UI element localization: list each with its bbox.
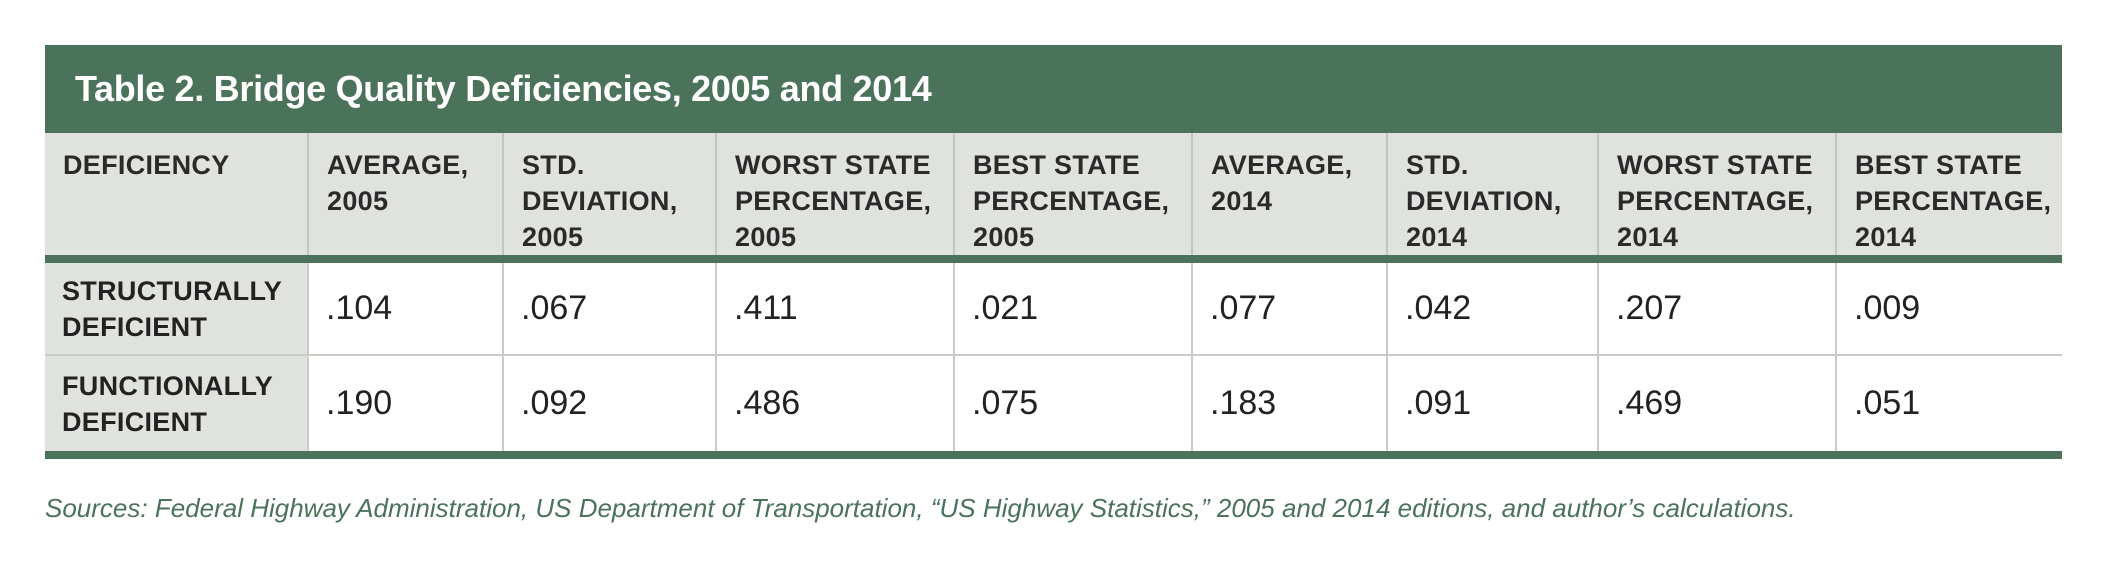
column-header-std-deviation-2014: STD. DEVIATION, 2014 (1387, 133, 1599, 263)
table-cell: .104 (308, 259, 504, 356)
table-title: Table 2. Bridge Quality Deficiencies, 20… (75, 68, 932, 109)
data-table-container: Table 2. Bridge Quality Deficiencies, 20… (45, 45, 2062, 459)
column-header-best-state-2014: BEST STATE PERCENTAGE, 2014 (1836, 133, 2062, 263)
table-cell: .009 (1836, 259, 2062, 356)
table-cell: .051 (1836, 355, 2062, 459)
table-cell: .091 (1387, 355, 1599, 459)
table-row-structurally-deficient: STRUCTURALLY DEFICIENT .104 .067 .411 .02… (45, 259, 2062, 356)
table-title-bar: Table 2. Bridge Quality Deficiencies, 20… (45, 45, 2062, 133)
column-header-deficiency: DEFICIENCY (45, 133, 309, 263)
table-cell: .207 (1598, 259, 1837, 356)
table-cell: .075 (954, 355, 1193, 459)
source-note: Sources: Federal Highway Administration,… (45, 493, 1796, 523)
column-header-best-state-2005: BEST STATE PERCENTAGE, 2005 (954, 133, 1193, 263)
table-cell: .486 (716, 355, 955, 459)
table-cell: .183 (1192, 355, 1388, 459)
column-header-worst-state-2014: WORST STATE PERCENTAGE, 2014 (1598, 133, 1837, 263)
table-row-functionally-deficient: FUNCTIONALLY DEFICIENT .190 .092 .486 .07… (45, 355, 2062, 459)
column-header-average-2014: AVERAGE, 2014 (1192, 133, 1388, 263)
table-cell: .077 (1192, 259, 1388, 356)
table-cell: .190 (308, 355, 504, 459)
row-header-structurally-deficient: STRUCTURALLY DEFICIENT (45, 259, 309, 356)
column-header-average-2005: AVERAGE, 2005 (308, 133, 504, 263)
table-cell: .021 (954, 259, 1193, 356)
column-header-worst-state-2005: WORST STATE PERCENTAGE, 2005 (716, 133, 955, 263)
deficiency-table: DEFICIENCY AVERAGE, 2005 STD. DEVIATION, 20… (45, 133, 2062, 459)
table-header-row: DEFICIENCY AVERAGE, 2005 STD. DEVIATION, 20… (45, 133, 2062, 263)
table-cell: .411 (716, 259, 955, 356)
table-cell: .067 (503, 259, 717, 356)
row-header-functionally-deficient: FUNCTIONALLY DEFICIENT (45, 355, 309, 459)
table-cell: .042 (1387, 259, 1599, 356)
column-header-std-deviation-2005: STD. DEVIATION, 2005 (503, 133, 717, 263)
table-cell: .092 (503, 355, 717, 459)
table-cell: .469 (1598, 355, 1837, 459)
